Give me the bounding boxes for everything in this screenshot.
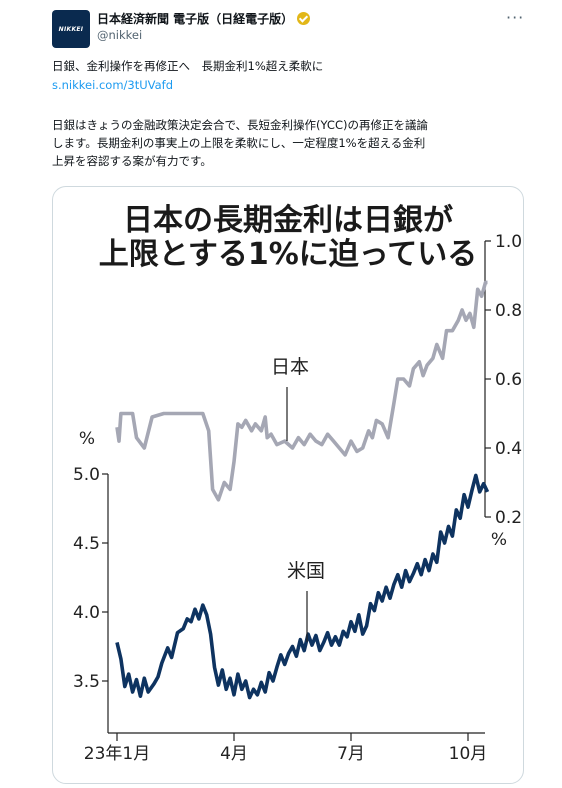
y-tick-label: 5.0 [73,465,100,485]
y-axis-unit: % [491,530,507,550]
series-line [115,473,490,700]
series-line [115,280,488,502]
x-tick-label: 4月 [220,744,248,764]
y-tick-label: 4.5 [73,534,100,554]
chart-image-card[interactable]: 日本の長期金利は日銀が 上限とする1%に迫っている 23年1月 4月 7月 10月 1.… [52,186,524,784]
x-tick-label: 23年1月 [84,744,150,764]
tweet-headline: 日銀、金利操作を再修正へ 長期金利1%超え柔軟に [52,59,324,73]
verified-badge-icon [297,12,311,25]
tweet-body-line-1: 日銀はきょうの金融政策決定会合で、長短金利操作(YCC)の再修正を議論 [52,118,428,132]
chart-title-line-1: 日本の長期金利は日銀が [123,203,453,238]
tweet-body-line-3: 上昇を容認する案が有力です。 [52,154,212,168]
y-tick-label: 4.0 [73,603,100,623]
series-label: 日本 [271,356,309,378]
x-tick-label: 10月 [449,744,488,764]
y-axis-unit: % [79,429,95,449]
y-tick-label: 0.6 [495,370,522,390]
display-name[interactable]: 日本経済新聞 電子版（日経電子版） [97,10,311,27]
series-label: 米国 [287,560,325,582]
x-tick-label: 7月 [337,744,365,764]
avatar-logo-text: NIKKEI [58,25,84,33]
chart-title-line-2: 上限とする1%に迫っている [98,237,478,272]
tweet-body-line-2: します。長期金利の事実上の上限を柔軟にし、一定程度1%を超える金利 [52,136,426,150]
display-name-text: 日本経済新聞 電子版（日経電子版） [97,12,294,26]
y-tick-label: 0.4 [495,439,522,459]
y-tick-label: 1.0 [495,232,522,252]
y-tick-label: 3.5 [73,672,100,692]
avatar[interactable]: NIKKEI [52,10,90,48]
more-icon[interactable]: ··· [506,8,525,27]
tweet-link[interactable]: s.nikkei.com/3tUVafd [52,78,174,92]
user-handle[interactable]: @nikkei [97,28,143,42]
y-tick-label: 0.2 [495,508,522,528]
y-tick-label: 0.8 [495,301,522,321]
chart-plot: 23年1月 4月 7月 10月 1.0 0.8 0.6 0.4 0.2% 日本 5.0 4.5 4.0 3… [73,232,522,764]
